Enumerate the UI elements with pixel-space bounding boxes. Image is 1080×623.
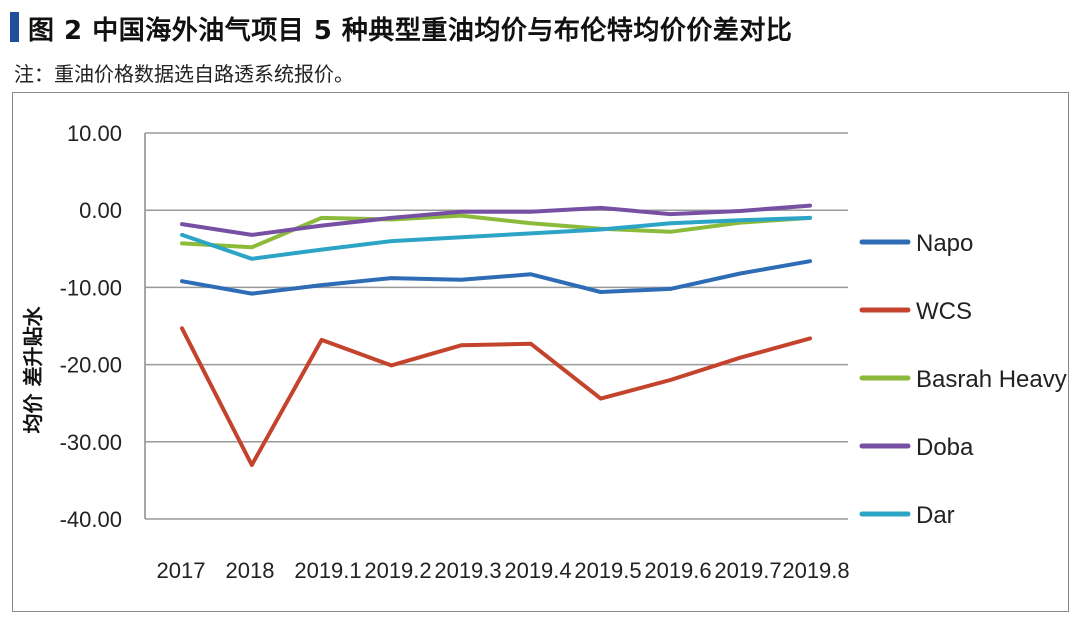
x-tick-label: 2018 <box>226 558 275 583</box>
x-tick-label: 2019.6 <box>644 558 711 583</box>
y-tick-label: -30.00 <box>60 430 122 455</box>
y-tick-label: 0.00 <box>79 198 122 223</box>
y-axis-label: 均价 差升贴水 <box>21 306 45 434</box>
x-tick-label: 2019.5 <box>574 558 641 583</box>
legend-label-napo: Napo <box>916 230 973 257</box>
x-tick-label: 2019.2 <box>364 558 431 583</box>
y-tick-label: -40.00 <box>60 507 122 532</box>
x-tick-label: 2019.1 <box>294 558 361 583</box>
chart-frame <box>12 92 1069 612</box>
x-tick-label: 2017 <box>157 558 206 583</box>
legend-label-wcs: WCS <box>916 298 972 325</box>
series-line-wcs <box>180 326 812 467</box>
series-line-basrah-heavy <box>180 213 812 250</box>
x-tick-label: 2019.4 <box>504 558 571 583</box>
figure-note: 注：重油价格数据选自路透系统报价。 <box>14 62 354 86</box>
y-tick-label: -10.00 <box>60 275 122 300</box>
title-accent-bar <box>10 12 19 42</box>
legend-label-dar: Dar <box>916 502 955 529</box>
series-line-dar <box>180 215 812 261</box>
x-tick-label: 2019.3 <box>434 558 501 583</box>
x-tick-label: 2019.7 <box>714 558 781 583</box>
series-line-napo <box>180 259 812 296</box>
x-tick-label: 2019.8 <box>782 558 849 583</box>
y-tick-label: 10.00 <box>67 121 122 146</box>
figure-title: 图 2 中国海外油气项目 5 种典型重油均价与布伦特均价价差对比 <box>28 16 793 46</box>
y-tick-label: -20.00 <box>60 353 122 378</box>
series-line-doba <box>180 203 812 237</box>
legend-label-doba: Doba <box>916 434 974 461</box>
legend-label-basrah-heavy: Basrah Heavy <box>916 366 1067 393</box>
